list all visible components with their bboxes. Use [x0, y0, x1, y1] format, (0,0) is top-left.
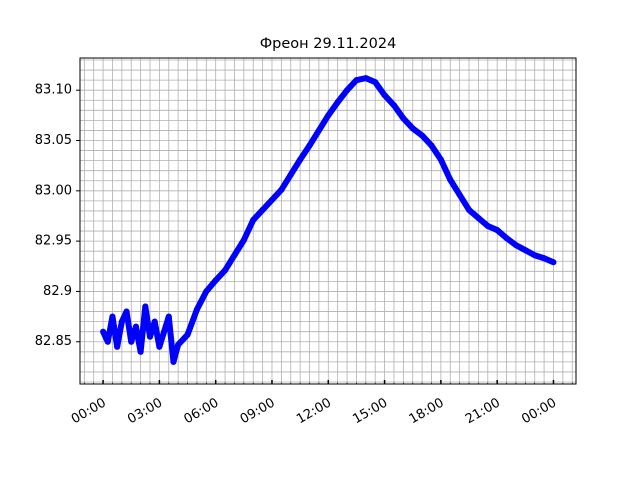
data-point: [466, 206, 473, 213]
data-point: [146, 333, 153, 340]
x-tick-label: 12:00: [294, 396, 334, 428]
data-point: [142, 303, 149, 310]
x-tick-label: 21:00: [463, 396, 503, 428]
y-tick-label: 83.05: [35, 133, 72, 148]
data-point: [512, 242, 519, 249]
data-point: [175, 341, 182, 348]
data-point: [390, 102, 397, 109]
x-tick-label: 00:00: [69, 396, 109, 428]
data-point: [222, 267, 229, 274]
plot-frame: [79, 57, 577, 385]
x-tick-label: 15:00: [350, 396, 390, 428]
data-point: [325, 112, 332, 119]
y-tick-label: 83.10: [35, 83, 72, 98]
data-point: [550, 259, 557, 266]
data-point: [170, 358, 177, 365]
data-point: [428, 142, 435, 149]
data-point: [306, 142, 313, 149]
data-point: [268, 196, 275, 203]
data-point: [287, 171, 294, 178]
x-tick-label: 18:00: [407, 396, 447, 428]
data-point: [381, 92, 388, 99]
data-point: [118, 318, 125, 325]
chart-title: Фреон 29.11.2024: [260, 36, 397, 52]
data-point: [193, 306, 200, 313]
data-point: [456, 191, 463, 198]
y-tick-label: 82.9: [43, 284, 72, 299]
data-point: [231, 252, 238, 259]
data-point: [334, 99, 341, 106]
y-tick-label: 83.00: [35, 183, 72, 198]
data-point: [419, 132, 426, 139]
data-point: [151, 318, 158, 325]
data-point: [137, 348, 144, 355]
data-point: [128, 338, 135, 345]
data-point: [503, 235, 510, 242]
data-point: [123, 308, 130, 315]
data-point: [437, 156, 444, 163]
data-point: [212, 277, 219, 284]
data-point: [522, 247, 529, 254]
data-point: [475, 214, 482, 221]
data-point: [344, 87, 351, 94]
data-point: [184, 331, 191, 338]
data-point: [278, 186, 285, 193]
data-point: [161, 328, 168, 335]
data-point: [109, 313, 116, 320]
y-tick-label: 82.85: [35, 334, 72, 349]
data-point: [409, 125, 416, 132]
data-point: [165, 313, 172, 320]
data-point: [531, 252, 538, 259]
data-point: [315, 127, 322, 134]
data-point: [100, 328, 107, 335]
data-point: [259, 206, 266, 213]
data-point: [132, 323, 139, 330]
data-point: [297, 156, 304, 163]
data-point: [114, 343, 121, 350]
data-point: [240, 237, 247, 244]
data-point: [484, 223, 491, 230]
x-tick-label: 06:00: [181, 396, 221, 428]
data-point: [156, 343, 163, 350]
data-point: [372, 79, 379, 86]
data-point: [104, 338, 111, 345]
x-tick-label: 03:00: [125, 396, 165, 428]
y-tick-label: 82.95: [35, 234, 72, 249]
data-point: [362, 75, 369, 82]
data-point: [494, 227, 501, 234]
data-point: [203, 288, 210, 295]
data-point: [250, 216, 257, 223]
x-tick-label: 00:00: [519, 396, 559, 428]
data-point: [541, 255, 548, 262]
data-point: [353, 77, 360, 84]
data-point: [447, 176, 454, 183]
data-point: [400, 115, 407, 122]
x-tick-label: 09:00: [238, 396, 278, 428]
